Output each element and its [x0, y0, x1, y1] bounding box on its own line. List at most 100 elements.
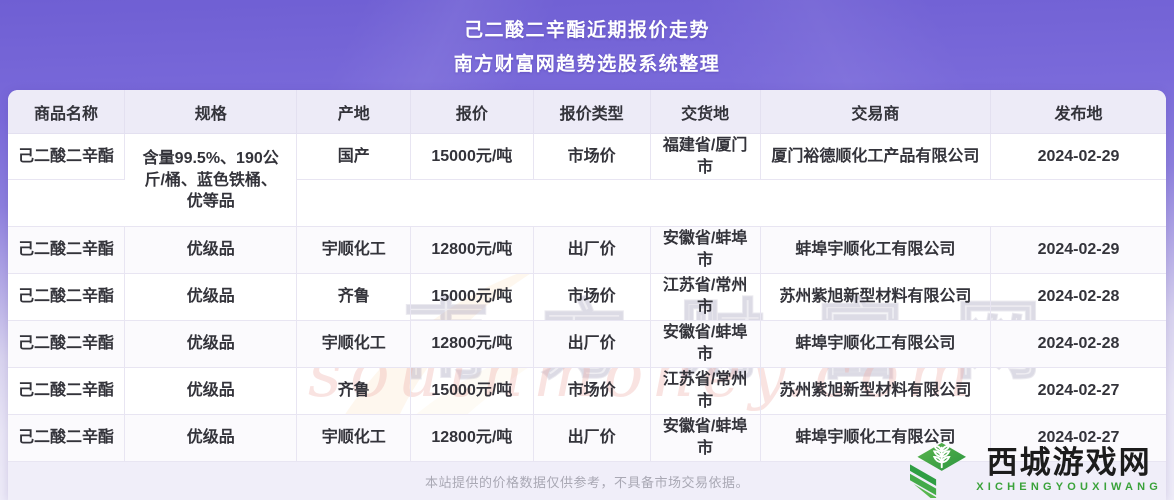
- wheat-logo-icon: [910, 442, 967, 498]
- table-row: 己二酸二辛酯 优级品 宇顺化工 12800元/吨 出厂价 安徽省/蚌埠市 蚌埠宇顺化工有限公…: [8, 321, 1166, 368]
- cell-text: 12800元/吨: [411, 321, 534, 367]
- cell-text: 优级品: [125, 321, 298, 367]
- cell-text: 安徽省/蚌埠市: [651, 227, 761, 273]
- page-header: 己二酸二辛酯近期报价走势 南方财富网趋势选股系统整理: [0, 0, 1174, 90]
- cell-text: 优级品: [125, 368, 298, 414]
- cell-text: 厦门裕德顺化工产品有限公司: [760, 134, 992, 180]
- site-brand-names: 西城游戏网 XICHENGYOUXIWANG: [976, 447, 1162, 494]
- cell-pub: 2024-02-27: [991, 368, 1166, 414]
- cell-text: 15000元/吨: [411, 274, 534, 320]
- cell-origin: 宇顺化工: [297, 415, 411, 461]
- cell-text: 宇顺化工: [297, 415, 411, 461]
- cell-price-type: 市场价: [534, 368, 651, 414]
- cell-trader: 厦门裕德顺化工产品有限公司: [760, 134, 992, 227]
- page-subtitle: 南方财富网趋势选股系统整理: [453, 53, 721, 75]
- cell-trader: 苏州紫旭新型材料有限公司: [761, 274, 992, 320]
- cell-price: 12800元/吨: [411, 321, 534, 367]
- disclaimer-bar: 本站提供的价格数据仅供参考，不具备市场交易依据。: [8, 462, 1166, 500]
- cell-text: 出厂价: [534, 321, 651, 367]
- cell-text: 福建省/厦门市: [650, 134, 761, 180]
- site-brand: 西城游戏网 XICHENGYOUXIWANG: [908, 442, 1162, 498]
- cell-spec: 优级品: [125, 321, 298, 367]
- cell-text: 2024-02-27: [1037, 382, 1120, 400]
- cell-text: 江苏省/常州市: [651, 368, 761, 414]
- cell-trader: 苏州紫旭新型材料有限公司: [761, 368, 992, 414]
- cell-pub: 2024-02-29: [991, 134, 1166, 227]
- cell-price: 12800元/吨: [411, 227, 534, 273]
- col-header-spec: 规格: [125, 90, 298, 133]
- cell-text: 蚌埠宇顺化工有限公司: [761, 415, 992, 461]
- cell-delivery: 福建省/厦门市: [650, 134, 761, 227]
- cell-price: 15000元/吨: [410, 134, 534, 227]
- cell-text: 宇顺化工: [297, 227, 411, 273]
- cell-trader: 蚌埠宇顺化工有限公司: [761, 415, 992, 461]
- table-row: 己二酸二辛酯 优级品 宇顺化工 12800元/吨 出厂价 安徽省/蚌埠市 蚌埠宇顺化工有限公…: [8, 227, 1166, 274]
- cell-text: 出厂价: [534, 227, 651, 273]
- cell-text: 蚌埠宇顺化工有限公司: [761, 227, 992, 273]
- cell-delivery: 江苏省/常州市: [651, 368, 761, 414]
- cell-trader: 蚌埠宇顺化工有限公司: [761, 321, 992, 367]
- cell-price: 12800元/吨: [411, 415, 534, 461]
- cell-text: 蚌埠宇顺化工有限公司: [761, 321, 992, 367]
- cell-origin: 国产: [297, 134, 411, 227]
- cell-delivery: 安徽省/蚌埠市: [651, 321, 761, 367]
- cell-text: 出厂价: [534, 415, 651, 461]
- cell-text: 含量99.5%、190公斤/桶、蓝色铁桶、优等品: [125, 134, 298, 227]
- cell-text: 2024-02-28: [1037, 335, 1120, 353]
- cell-delivery: 江苏省/常州市: [651, 274, 761, 320]
- col-header-price: 报价: [411, 90, 534, 133]
- cell-price: 15000元/吨: [411, 368, 534, 414]
- cell-text: 15000元/吨: [410, 134, 534, 180]
- col-header-trader: 交易商: [761, 90, 992, 133]
- site-brand-name: 西城游戏网: [986, 444, 1152, 481]
- cell-spec: 优级品: [125, 415, 298, 461]
- cell-text: 己二酸二辛酯: [8, 134, 125, 180]
- cell-pub: 2024-02-27: [991, 415, 1166, 461]
- cell-text: 优级品: [125, 227, 298, 273]
- cell-product: 己二酸二辛酯: [8, 321, 125, 367]
- cell-text: 12800元/吨: [411, 415, 534, 461]
- cell-spec: 优级品: [125, 227, 298, 273]
- cell-price-type: 市场价: [533, 134, 651, 227]
- table-row: 己二酸二辛酯 优级品 齐鲁 15000元/吨 市场价 江苏省/常州市 苏州紫旭新型材料有限公…: [8, 274, 1166, 321]
- cell-origin: 齐鲁: [297, 368, 411, 414]
- site-brand-romanized: XICHENGYOUXIWANG: [976, 481, 1162, 494]
- cell-spec: 优级品: [125, 368, 298, 414]
- cell-spec: 优级品: [125, 274, 298, 320]
- col-header-product: 商品名称: [8, 90, 125, 133]
- table-row: 己二酸二辛酯 优级品 宇顺化工 12800元/吨 出厂价 安徽省/蚌埠市 蚌埠宇顺化工有限公…: [8, 415, 1166, 462]
- cell-text: 己二酸二辛酯: [8, 227, 125, 273]
- cell-price-type: 出厂价: [534, 321, 651, 367]
- cell-origin: 宇顺化工: [297, 227, 411, 273]
- col-header-pubplace: 发布地: [1054, 105, 1103, 123]
- cell-text: 江苏省/常州市: [651, 274, 761, 320]
- cell-trader: 蚌埠宇顺化工有限公司: [761, 227, 992, 273]
- cell-price-type: 出厂价: [534, 227, 651, 273]
- cell-text: 市场价: [533, 134, 651, 180]
- cell-pub: 2024-02-28: [991, 274, 1166, 320]
- cell-spec: 含量99.5%、190公斤/桶、蓝色铁桶、优等品: [125, 134, 298, 227]
- table-row: 己二酸二辛酯 含量99.5%、190公斤/桶、蓝色铁桶、优等品 国产 15000元/吨…: [8, 134, 1166, 227]
- cell-text: 己二酸二辛酯: [8, 415, 125, 461]
- disclaimer-text: 本站提供的价格数据仅供参考，不具备市场交易依据。: [424, 474, 749, 490]
- cell-delivery: 安徽省/蚌埠市: [651, 227, 761, 273]
- cell-text: 15000元/吨: [411, 368, 534, 414]
- cell-text: 安徽省/蚌埠市: [651, 415, 761, 461]
- quote-table-card: 南方财富网 southmoney.com 商品名称 规格 产地 报价 报价类型 …: [8, 90, 1166, 500]
- cell-text: 齐鲁: [297, 274, 411, 320]
- cell-product: 己二酸二辛酯: [8, 227, 125, 273]
- cell-text: 优级品: [125, 274, 298, 320]
- table-body: 己二酸二辛酯 含量99.5%、190公斤/桶、蓝色铁桶、优等品 国产 15000元/吨…: [8, 134, 1166, 462]
- cell-text: 优级品: [125, 415, 298, 461]
- cell-text: 苏州紫旭新型材料有限公司: [761, 274, 992, 320]
- table-header-row: 商品名称 规格 产地 报价 报价类型 交货地 交易商 发布地: [8, 90, 1166, 134]
- cell-text: 市场价: [534, 274, 651, 320]
- cell-product: 己二酸二辛酯: [8, 274, 125, 320]
- cell-delivery: 安徽省/蚌埠市: [651, 415, 761, 461]
- price-table: 商品名称 规格 产地 报价 报价类型 交货地 交易商 发布地 己二酸二辛酯 含量9…: [8, 90, 1166, 462]
- cell-product: 己二酸二辛酯: [8, 134, 125, 227]
- col-header-origin: 产地: [297, 90, 411, 133]
- cell-text: 己二酸二辛酯: [8, 368, 125, 414]
- cell-price: 15000元/吨: [411, 274, 534, 320]
- cell-text: 己二酸二辛酯: [8, 321, 125, 367]
